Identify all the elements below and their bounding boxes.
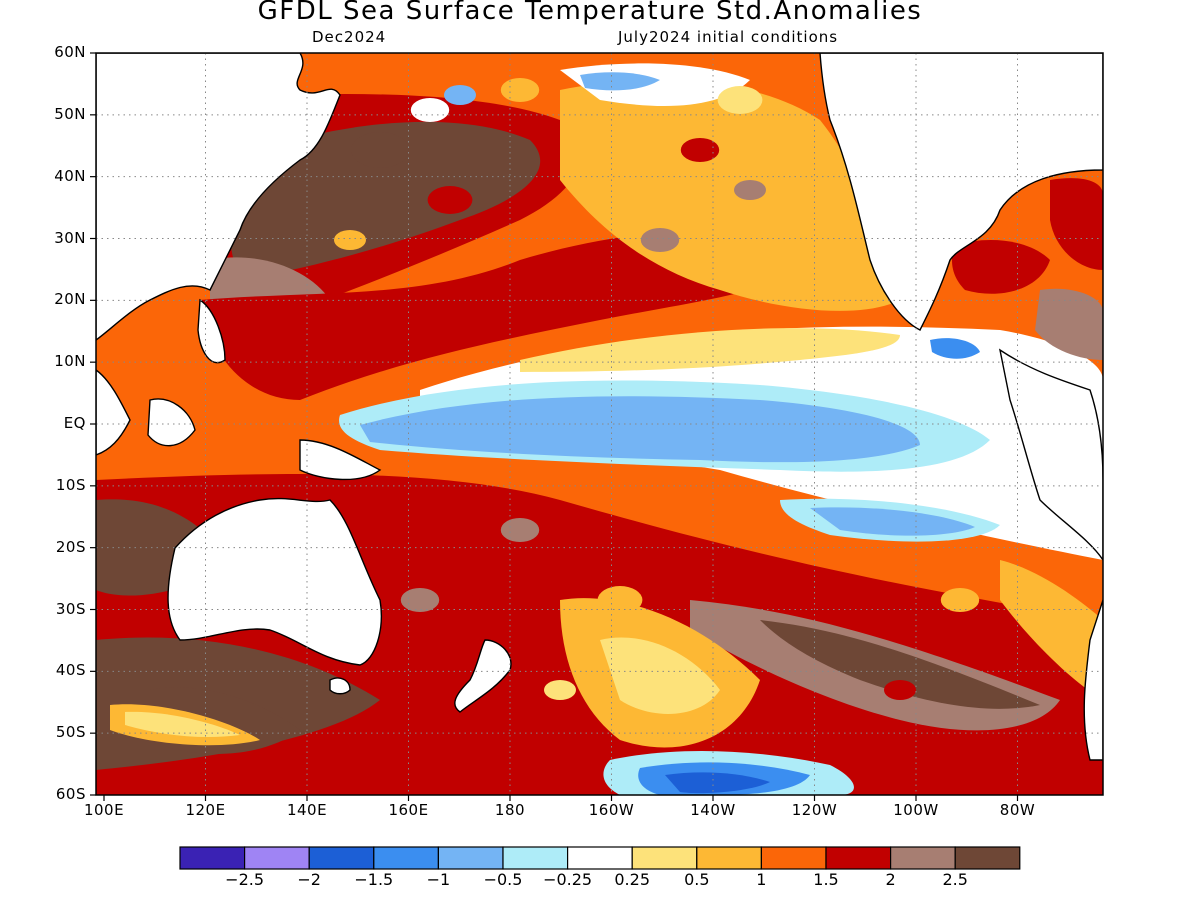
anomaly-patch (810, 507, 975, 536)
lat-label: 40S (55, 661, 86, 680)
anomaly-spot (351, 132, 409, 168)
anomaly-patch (200, 231, 820, 400)
lat-label: 10S (55, 475, 86, 494)
forecast-month: Dec2024 (312, 28, 387, 46)
anomaly-spot (400, 588, 440, 612)
anomaly-patch (520, 328, 900, 372)
australia-landmass (167, 497, 382, 666)
colorbar-swatch (696, 846, 762, 870)
colorbar-label: 2 (885, 870, 896, 889)
anomaly-spot (734, 180, 766, 200)
colorbar-label: 2.5 (942, 870, 968, 889)
lat-label: EQ (63, 414, 86, 432)
lon-label: 100E (83, 801, 125, 819)
axis-ticks (90, 52, 1019, 801)
anomaly-spot (597, 586, 643, 614)
anomaly-spot (334, 230, 366, 250)
colorbar-swatch (437, 846, 504, 870)
anomaly-patch (600, 637, 720, 714)
anomaly-patch (1050, 178, 1103, 270)
lon-label: 160E (388, 801, 429, 819)
colorbar-label: 0.5 (684, 870, 710, 889)
colorbar-label: −0.5 (483, 870, 523, 889)
colorbar-swatch (889, 846, 956, 870)
anomaly-spot (444, 85, 476, 105)
colorbar-label: −2.5 (225, 870, 265, 889)
colorbar-swatch (825, 846, 892, 870)
lat-label: 30N (54, 228, 86, 247)
colorbar-swatch (954, 846, 1021, 870)
new-guinea-island (299, 439, 382, 481)
lat-label: 60N (54, 43, 86, 61)
anomaly-patch (580, 72, 660, 91)
colorbar-label: 1 (756, 870, 767, 889)
anomaly-spot (717, 86, 763, 114)
colorbar-swatch (308, 846, 375, 870)
lon-label: 100W (893, 801, 939, 819)
sumatra-island (96, 369, 131, 456)
land-masses (96, 53, 1103, 761)
anomaly-patch (1035, 288, 1103, 360)
lat-label: 30S (55, 599, 86, 618)
colorbar-swatch (502, 846, 569, 870)
anomaly-patch (665, 772, 770, 794)
colorbar-swatch (373, 846, 439, 870)
anomaly-spot (500, 518, 540, 542)
lon-label: 80W (999, 801, 1036, 819)
map-title: GFDL Sea Surface Temperature Std.Anomali… (257, 0, 923, 26)
anomaly-patch (125, 711, 240, 737)
colorbar-swatch (244, 846, 310, 870)
lat-label: 40N (54, 166, 86, 185)
lon-label: 140E (286, 801, 328, 819)
colorbar-swatch (760, 846, 827, 870)
lat-label: 20S (55, 537, 86, 556)
colorbar-swatch (631, 846, 698, 870)
lat-label: 10N (54, 352, 86, 371)
north-america-landmass (819, 53, 1103, 331)
colorbar-label: −2 (297, 870, 321, 889)
initial-conditions: July2024 initial conditions (618, 28, 839, 46)
lat-label: 60S (55, 785, 86, 803)
anomaly-spot (640, 228, 680, 252)
borneo-island (147, 398, 196, 447)
anomaly-spot (884, 680, 916, 700)
anomaly-spot (410, 98, 450, 122)
colorbar-label: −1.5 (354, 870, 394, 889)
anomaly-spot (680, 138, 720, 162)
lon-label: 120E (185, 801, 226, 819)
anomaly-spot (940, 588, 980, 612)
colorbar-swatch (179, 846, 246, 870)
colorbar-label: −1 (426, 870, 451, 889)
lat-label: 50N (54, 104, 86, 123)
colorbar-swatch (566, 846, 633, 870)
anomaly-patch (952, 240, 1050, 294)
anomaly-patch (760, 620, 1040, 709)
lon-label: 140W (690, 801, 736, 819)
chile-coast (1083, 599, 1103, 761)
anomaly-spot (544, 680, 576, 700)
anomaly-patch (1000, 560, 1103, 700)
anomaly-patch (360, 396, 920, 463)
lat-label: 50S (55, 723, 86, 742)
colorbar-label: 0.25 (614, 870, 650, 889)
colorbar (179, 846, 1021, 870)
lat-label: 20N (54, 290, 86, 309)
anomaly-patch (930, 338, 980, 359)
lon-label: 180 (494, 801, 526, 819)
colorbar-label: −0.25 (543, 870, 593, 889)
lon-label: 120W (791, 801, 838, 819)
lon-label: 160W (588, 801, 635, 819)
anomaly-patch (560, 80, 900, 311)
tasmania-island (329, 677, 351, 695)
colorbar-label: 1.5 (813, 870, 839, 889)
anomaly-spot (500, 78, 540, 102)
philippines-island (197, 298, 226, 364)
anomaly-spot (427, 186, 473, 214)
